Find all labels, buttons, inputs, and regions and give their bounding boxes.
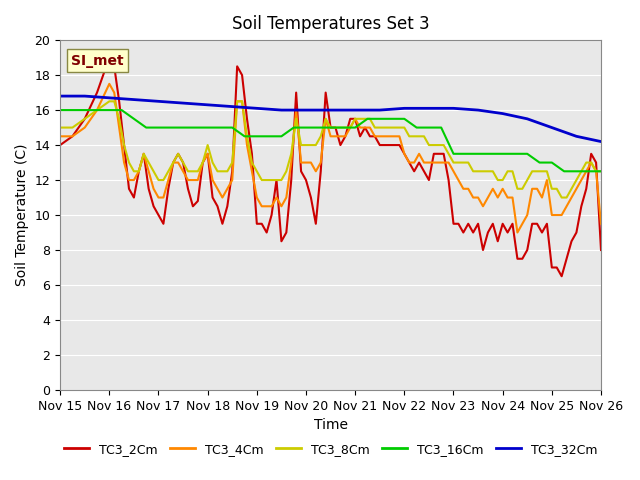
Y-axis label: Soil Temperature (C): Soil Temperature (C) [15, 144, 29, 286]
Text: SI_met: SI_met [71, 54, 124, 68]
Title: Soil Temperatures Set 3: Soil Temperatures Set 3 [232, 15, 429, 33]
X-axis label: Time: Time [314, 418, 348, 432]
Legend: TC3_2Cm, TC3_4Cm, TC3_8Cm, TC3_16Cm, TC3_32Cm: TC3_2Cm, TC3_4Cm, TC3_8Cm, TC3_16Cm, TC3… [59, 438, 603, 461]
